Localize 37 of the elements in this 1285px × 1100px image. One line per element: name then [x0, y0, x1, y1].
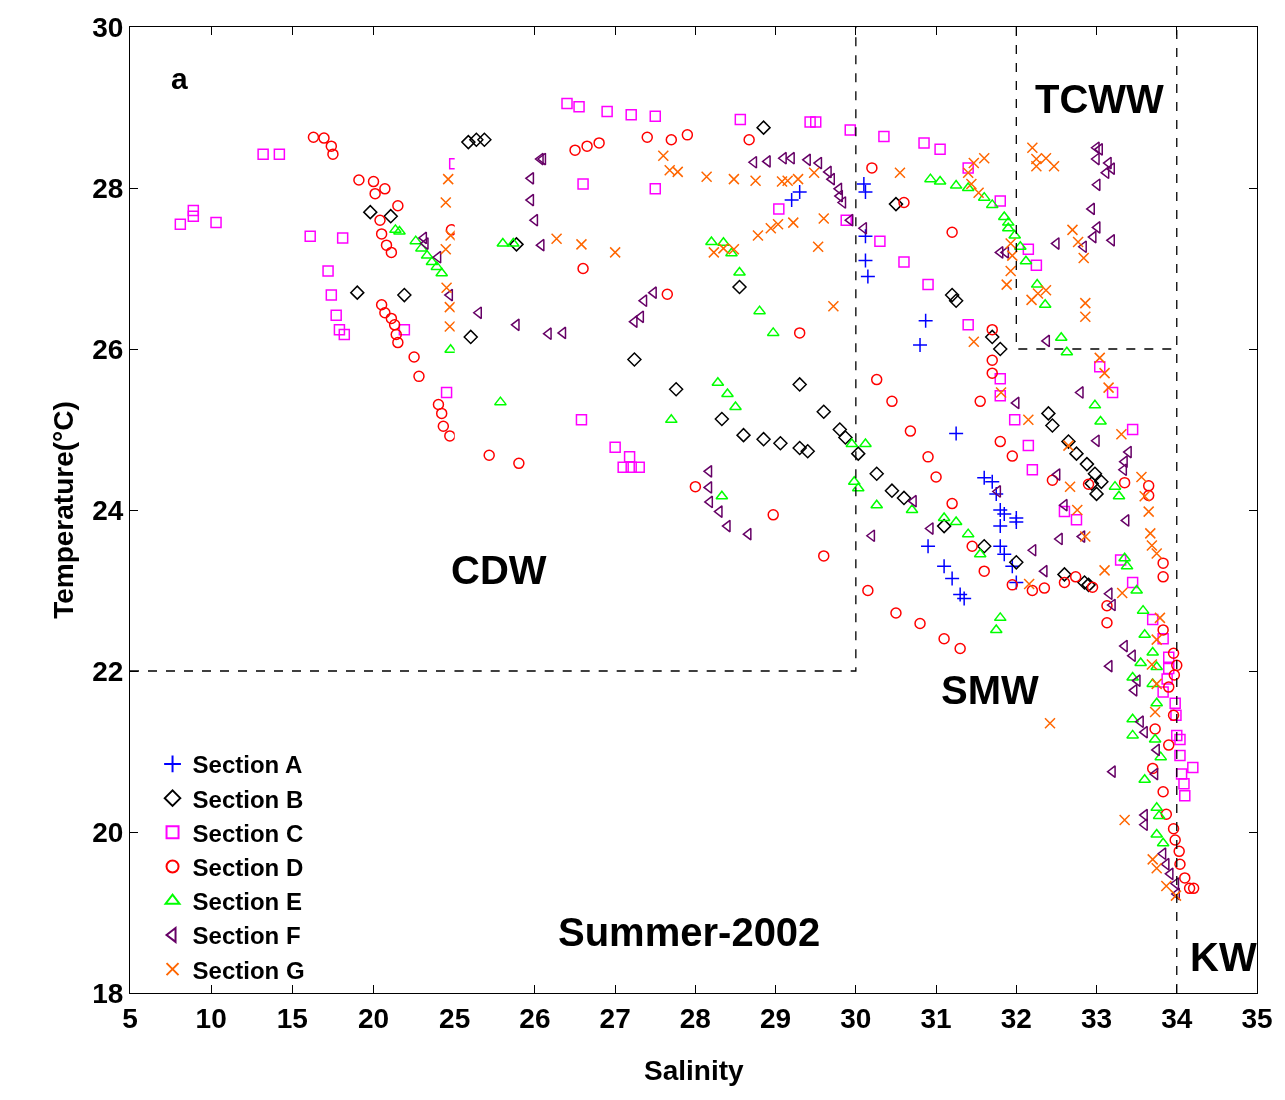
annotation: CDW: [451, 548, 547, 592]
y-tick-label: 18: [92, 977, 124, 1009]
x-tick-label: 33: [1080, 1002, 1113, 1034]
annotation: a: [171, 62, 188, 95]
y-tick-label: 22: [92, 655, 124, 687]
x-tick-label: 28: [679, 1002, 711, 1034]
x-tick-label: 20: [357, 1002, 390, 1034]
y-tick-label: 30: [92, 11, 124, 43]
y-axis-title: Temperature(°C): [47, 401, 79, 619]
x-tick-label: 25: [439, 1002, 471, 1034]
y-tick-label: 20: [92, 816, 124, 848]
legend-label: Section G: [192, 956, 305, 984]
annotation: SMW: [941, 668, 1039, 712]
x-tick-label: 35: [1241, 1002, 1273, 1034]
x-axis-title: Salinity: [644, 1055, 745, 1086]
legend-label: Section A: [192, 751, 303, 779]
y-tick-label: 24: [92, 494, 124, 526]
legend-label: Section C: [192, 819, 304, 847]
x-tick-label: 31: [920, 1002, 952, 1034]
annotation: KW: [1190, 935, 1257, 979]
legend-label: Section F: [192, 922, 301, 950]
x-tick-label: 5: [122, 1002, 138, 1034]
y-tick-label: 28: [92, 172, 124, 204]
legend-label: Section E: [192, 888, 302, 916]
y-tick-label: 26: [92, 333, 124, 365]
x-tick-label: 15: [276, 1002, 308, 1034]
x-tick-label: 32: [1000, 1002, 1032, 1034]
x-tick-label: 29: [760, 1002, 792, 1034]
legend-label: Section B: [192, 785, 304, 813]
x-tick-label: 26: [519, 1002, 551, 1034]
x-tick-label: 30: [840, 1002, 872, 1034]
x-tick-label: 10: [195, 1002, 227, 1034]
annotation: TCWW: [1035, 77, 1165, 121]
legend-label: Section D: [192, 853, 304, 881]
x-tick-label: 34: [1161, 1002, 1193, 1034]
x-tick-label: 27: [599, 1002, 631, 1034]
annotation: Summer-2002: [558, 910, 821, 954]
